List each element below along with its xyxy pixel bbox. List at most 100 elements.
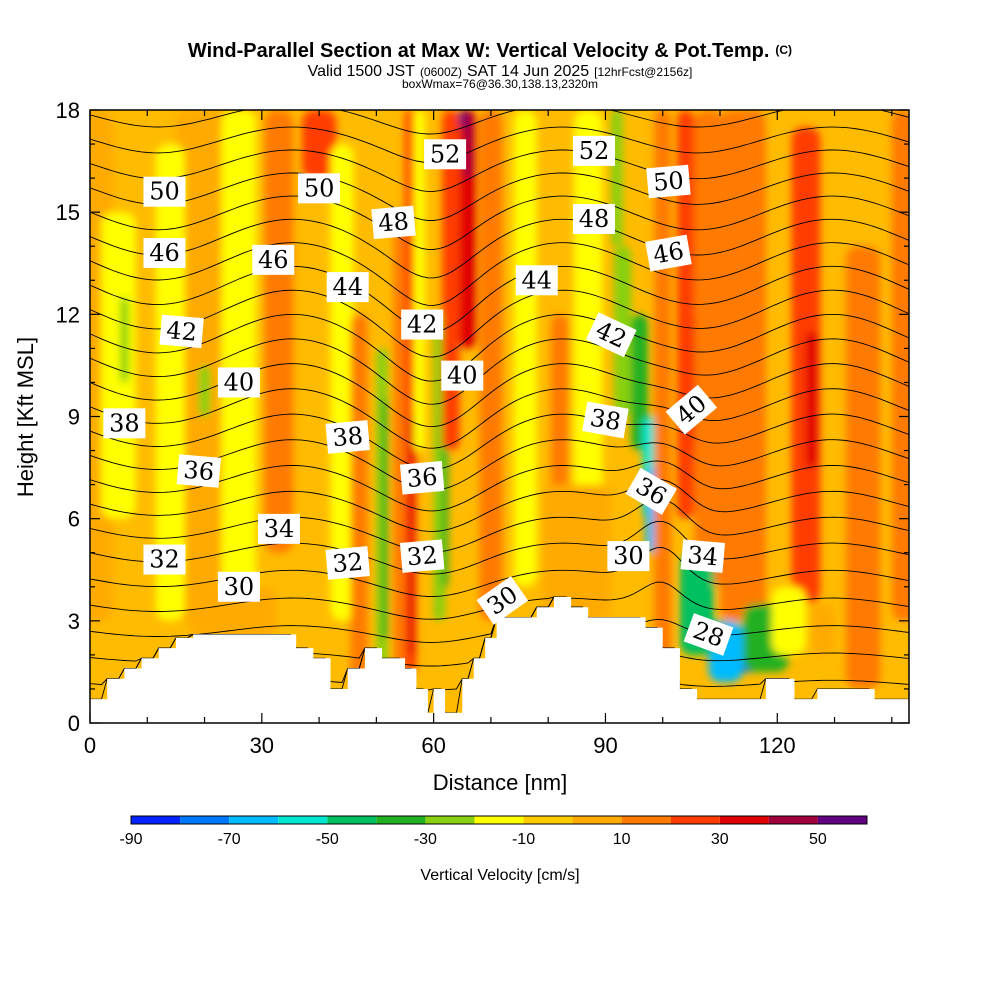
y-tick-label: 9 [68, 405, 80, 430]
colorbar-bin-5 [376, 816, 426, 824]
velocity-cell-16 [413, 110, 426, 451]
y-tick-label: 3 [68, 609, 80, 634]
y-tick-label: 18 [56, 98, 80, 123]
colorbar-tick-label: -90 [119, 831, 142, 848]
contour-label-28: 32 [399, 539, 445, 573]
contour-label-text: 32 [331, 548, 364, 579]
chart-subtitle: Valid 1500 JST (0600Z) SAT 14 Jun 2025 [12h… [308, 63, 693, 80]
contour-label-text: 30 [613, 542, 644, 570]
contour-label-box [143, 544, 186, 575]
contour-label-text: 30 [224, 573, 255, 601]
contour-label-box [573, 135, 615, 166]
contour-label-25: 34 [680, 539, 726, 573]
colorbar-bin-11 [670, 816, 720, 824]
contour-label-box [515, 265, 558, 296]
valid-utc: (0600Z) [420, 65, 462, 79]
y-tick-label: 12 [56, 302, 80, 327]
colorbar-bin-12 [719, 816, 769, 824]
contour-label-11: 44 [515, 265, 558, 296]
contour-label-text: 50 [149, 178, 180, 206]
contour-label-3: 50 [298, 173, 341, 204]
velocity-cell-8 [301, 110, 337, 179]
colorbar-bin-0 [131, 816, 181, 824]
colorbar-tick-label: -30 [414, 831, 437, 848]
contour-label-18: 38 [103, 408, 146, 439]
contour-label-7: 46 [143, 238, 186, 269]
contour-label-8: 46 [252, 244, 295, 275]
velocity-cell-6 [221, 110, 257, 621]
contour-label-box [217, 571, 260, 602]
contour-label-text: 40 [224, 368, 255, 396]
theta-contour-43 [90, 313, 909, 382]
colorbar-bin-13 [768, 816, 818, 824]
theta-contour-46 [90, 242, 909, 306]
contour-label-box [326, 272, 369, 303]
contour-label-box [573, 203, 615, 234]
colorbar-bin-3 [278, 816, 328, 824]
colorbar-tick-label: -50 [316, 831, 339, 848]
theta-contour-51 [90, 126, 909, 163]
contour-label-box [585, 312, 637, 358]
theta-contour-35 [90, 498, 909, 553]
contour-label-box [325, 420, 370, 454]
theta-contour-47 [90, 218, 909, 279]
velocity-cell-2 [101, 212, 136, 519]
x-tick-label: 30 [250, 733, 274, 758]
theta-contour-44 [90, 289, 909, 358]
theta-contour-40 [90, 388, 909, 449]
theta-contour-36 [90, 478, 909, 532]
terrain [90, 596, 909, 723]
contour-label-text: 36 [406, 463, 439, 494]
contour-label-box [399, 461, 445, 495]
velocity-cell-39 [791, 127, 821, 604]
contour-label-text: 46 [149, 239, 180, 267]
colorbar-title: Vertical Velocity [cm/s] [420, 867, 579, 884]
contour-label-12: 42 [159, 314, 204, 349]
chart-title: Wind-Parallel Section at Max W: Vertical… [188, 40, 792, 62]
theta-contour-34 [90, 520, 909, 575]
colorbar-frame [130, 815, 868, 825]
contour-label-15: 40 [217, 367, 260, 398]
contour-label-box [625, 467, 677, 515]
copyright-mark: (C) [775, 43, 792, 57]
contour-label-box [646, 164, 691, 199]
y-tick-label: 0 [68, 711, 80, 736]
y-axis-title: Height [Kft MSL] [13, 337, 38, 497]
contour-label-21: 36 [176, 454, 222, 488]
theta-contour-50 [90, 149, 909, 192]
theta-contour-38 [90, 439, 909, 491]
velocity-cell-42 [891, 110, 909, 621]
contour-label-text: 48 [377, 207, 410, 238]
velocity-cell-24 [513, 110, 537, 587]
forecast-info: [12hrFcst@2156z] [594, 65, 692, 79]
contour-label-text: 32 [406, 541, 439, 572]
contour-label-text: 38 [109, 409, 140, 437]
velocity-cell-13 [393, 212, 405, 689]
colorbar-bin-2 [229, 816, 279, 824]
contour-label-6: 48 [573, 203, 615, 234]
contour-label-text: 42 [407, 311, 438, 339]
colorbar-bin-4 [327, 816, 377, 824]
contour-label-box [176, 454, 222, 488]
velocity-cell-48 [771, 586, 806, 655]
colorbar-bin-8 [523, 816, 573, 824]
x-tick-label: 120 [759, 733, 796, 758]
velocity-cell-40 [805, 331, 818, 468]
contour-label-text: 38 [588, 403, 623, 436]
contour-label-box [607, 541, 650, 572]
contour-label-text: 40 [447, 362, 478, 390]
contour-label-text: 34 [264, 515, 295, 543]
velocity-cell-12 [382, 399, 388, 638]
colorbar-tick-label: -10 [512, 831, 535, 848]
contour-label-23: 36 [625, 467, 677, 515]
velocity-cell-3 [120, 297, 129, 383]
contour-label-box [258, 513, 300, 544]
contour-label-box [441, 360, 484, 391]
velocity-cell-49 [811, 603, 835, 655]
contour-label-box [582, 401, 629, 439]
contour-label-26: 32 [143, 544, 186, 575]
contour-label-box [298, 173, 341, 204]
contour-label-text: 50 [652, 166, 685, 197]
